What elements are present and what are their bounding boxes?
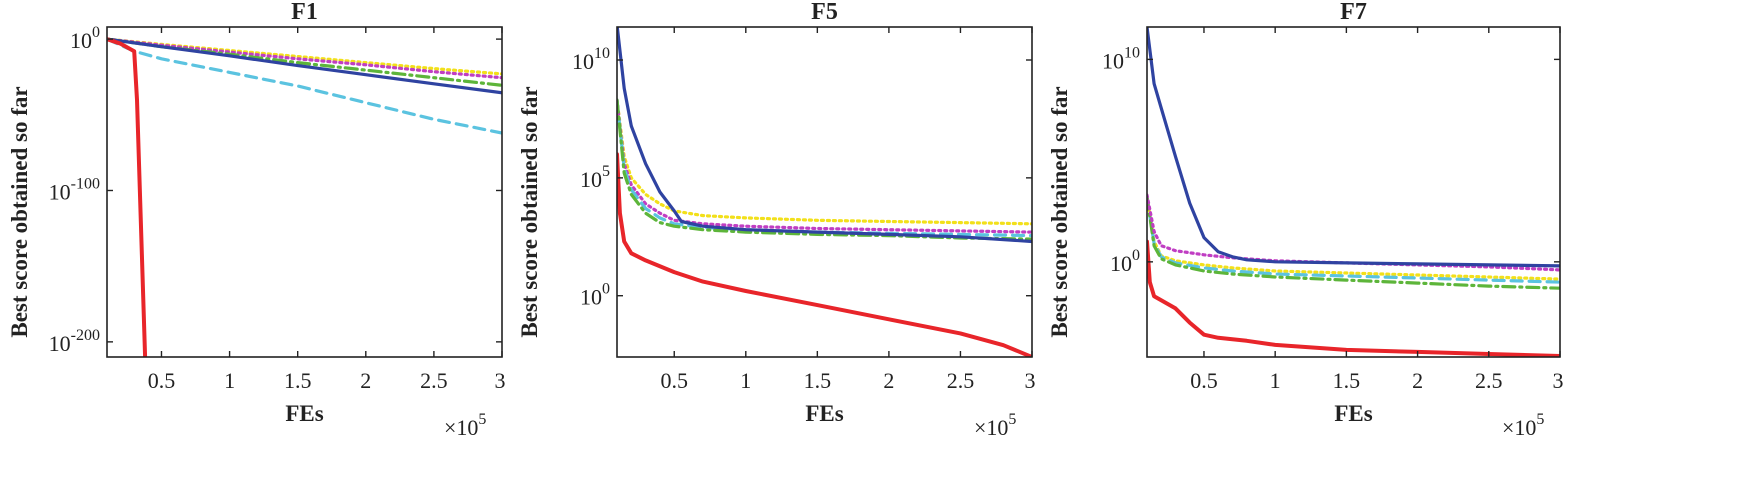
f1-x-multiplier: ×105 <box>444 411 486 440</box>
f5-series-yellow-dotted <box>617 98 1032 226</box>
f7-axes-frame <box>1146 26 1561 358</box>
f1-x-tick-label: 2 <box>360 368 371 393</box>
f7-title: F7 <box>1340 0 1367 25</box>
f7-series-red-solid <box>1147 239 1560 357</box>
f1-y-tick-label: 10-200 <box>49 327 100 356</box>
f5-y-tick-label: 100 <box>580 281 610 310</box>
f1-y-tick-label: 10-100 <box>49 175 100 204</box>
chart-f7: 0.5 1 1.5 2 2.5 3 1010 100 F7 FEs Best score obtai… <box>1047 0 1564 440</box>
f5-y-label: Best score obtained so far <box>517 86 542 337</box>
f1-x-tick-label: 3 <box>495 368 506 393</box>
chart-f5: 0.5 1 1.5 2 2.5 3 1010 105 100 F5 FEs Best score ob… <box>517 0 1036 440</box>
f5-series-blue-solid <box>617 27 1032 244</box>
f5-axes-frame <box>616 26 1033 358</box>
f5-series-red-solid <box>617 152 1032 357</box>
f5-series-group <box>617 27 1032 357</box>
f1-x-tick-label: 2.5 <box>420 368 448 393</box>
f5-y-tick-label: 1010 <box>572 45 610 74</box>
f1-y-tick-label: 100 <box>70 24 100 53</box>
f5-title: F5 <box>811 0 838 25</box>
f1-series-red-solid <box>107 37 148 357</box>
f7-x-tick-label: 3 <box>1553 368 1564 393</box>
f7-x-tick-label: 1.5 <box>1333 368 1361 393</box>
f5-x-label: FEs <box>805 401 843 426</box>
f7-x-tick-label: 2.5 <box>1475 368 1503 393</box>
f5-series-cyan-dashed <box>617 98 1032 238</box>
f5-x-tick-label: 0.5 <box>660 368 688 393</box>
f5-x-tick-label: 2 <box>883 368 894 393</box>
f1-series-blue-solid <box>107 37 502 95</box>
f7-x-tick-label: 0.5 <box>1190 368 1218 393</box>
f1-title: F1 <box>291 0 318 25</box>
f7-x-label: FEs <box>1334 401 1372 426</box>
f7-series-magenta-dotted <box>1147 193 1560 272</box>
f1-series-cyan-dashed <box>107 37 502 135</box>
f1-x-tick-label: 0.5 <box>148 368 176 393</box>
f5-x-tick-label: 3 <box>1025 368 1036 393</box>
f7-y-tick-label: 1010 <box>1102 44 1140 73</box>
f5-y-tick-label: 105 <box>580 163 610 192</box>
f7-series-green-dashdot <box>1147 195 1560 290</box>
f7-x-tick-label: 2 <box>1412 368 1423 393</box>
f7-x-tick-label: 1 <box>1270 368 1281 393</box>
chart-f1: 0.5 1 1.5 2 2.5 3 100 10-100 10-200 F1 FEs Best sco… <box>7 0 506 440</box>
f5-x-tick-label: 1 <box>740 368 751 393</box>
f5-x-tick-label: 2.5 <box>947 368 975 393</box>
f1-x-label: FEs <box>285 401 323 426</box>
f7-series-blue-solid <box>1147 27 1560 268</box>
f1-series-group <box>107 37 502 357</box>
f7-y-tick-label: 100 <box>1110 247 1140 276</box>
f5-x-multiplier: ×105 <box>974 411 1016 440</box>
f7-y-label: Best score obtained so far <box>1047 86 1072 337</box>
f7-series-group <box>1147 27 1560 357</box>
f1-x-tick-label: 1 <box>224 368 235 393</box>
f1-x-tick-label: 1.5 <box>284 368 312 393</box>
f1-axes-frame <box>106 26 503 358</box>
f1-y-label: Best score obtained so far <box>7 86 32 337</box>
f7-x-multiplier: ×105 <box>1502 411 1544 440</box>
f7-series-cyan-dashed <box>1147 195 1560 284</box>
f5-x-tick-label: 1.5 <box>804 368 832 393</box>
